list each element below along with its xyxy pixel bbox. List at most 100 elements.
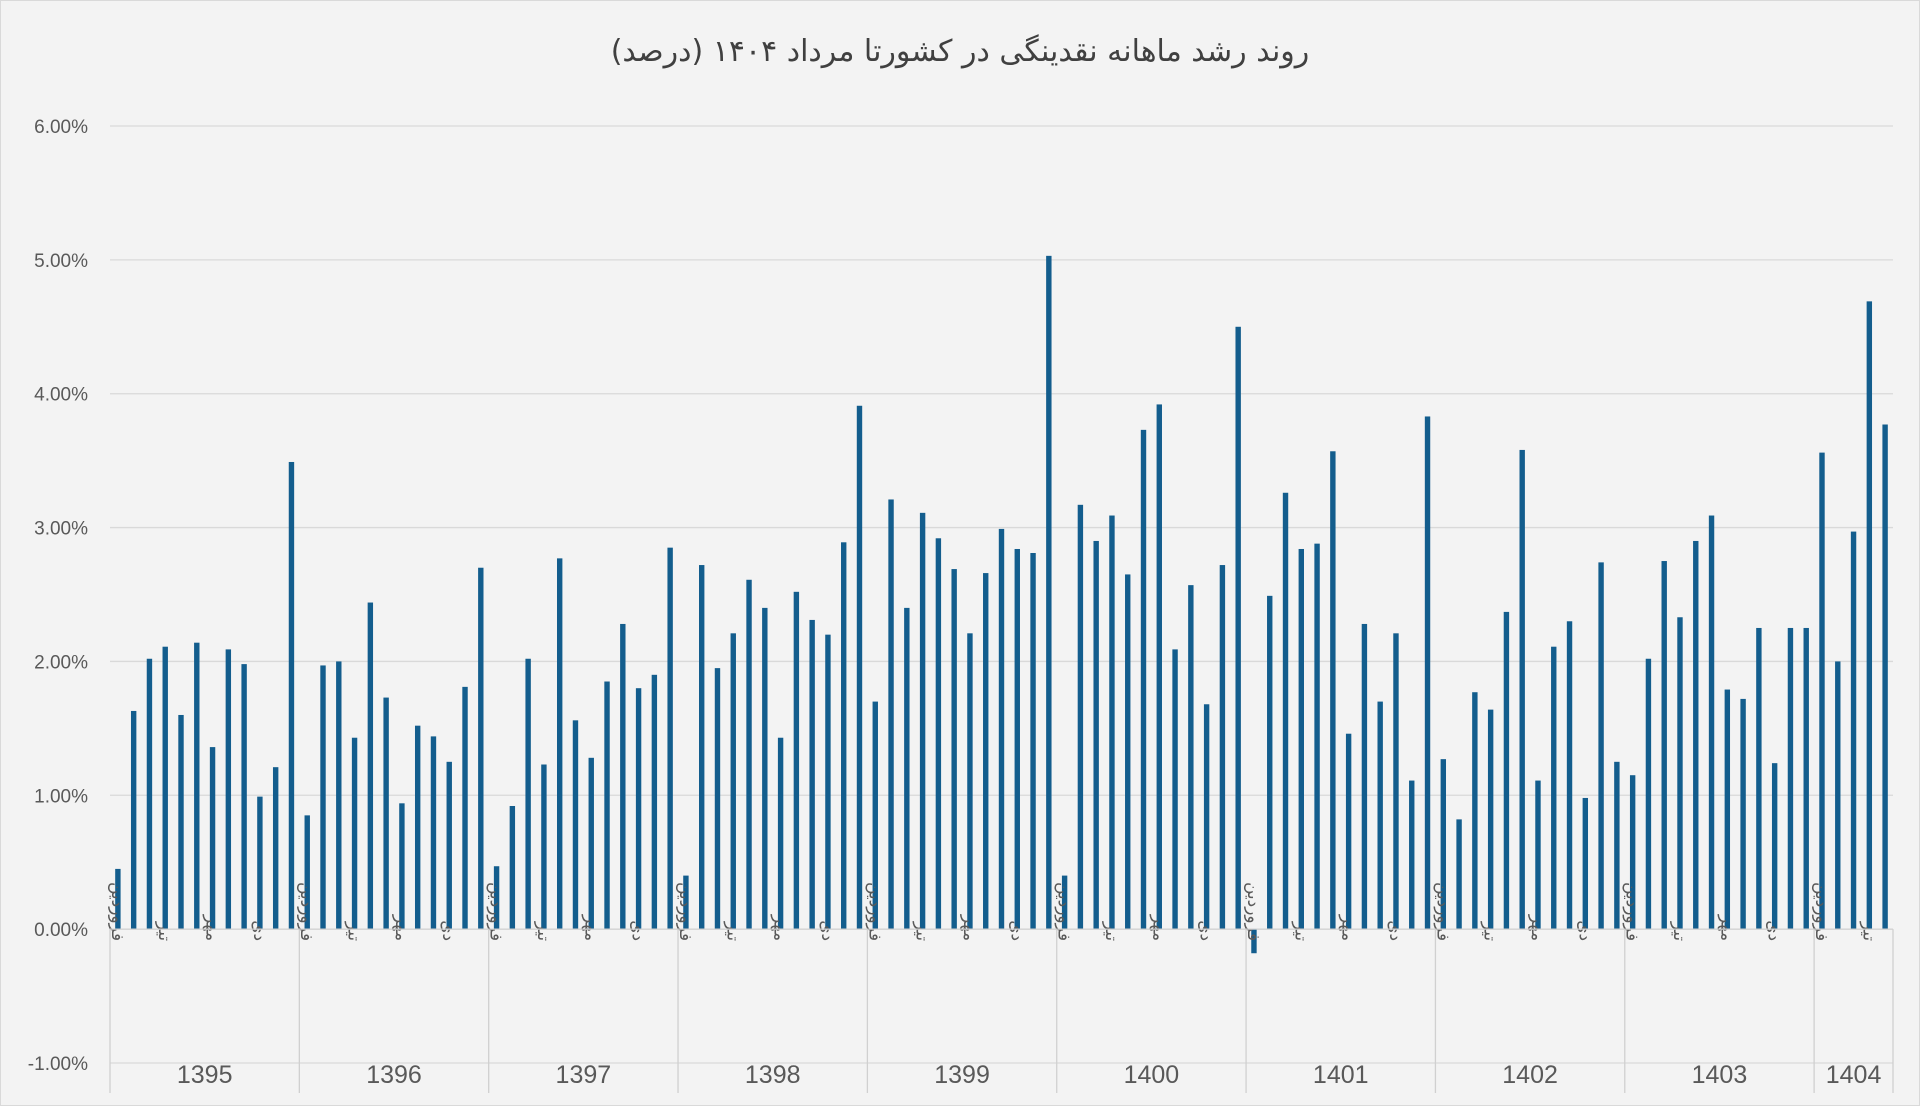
- month-tick-label: تیر: [344, 921, 364, 942]
- bar-1396-10: [446, 761, 452, 930]
- year-label: 1395: [177, 1061, 233, 1089]
- bar-1396-5: [367, 602, 374, 930]
- y-tick-label: 2.00%: [34, 652, 88, 673]
- bar-1396-2: [320, 665, 326, 930]
- bar-1398-10: [825, 634, 831, 930]
- bar-1403-5: [1693, 540, 1699, 930]
- month-tick-label: دی: [628, 920, 648, 941]
- month-tick-label: دی: [1764, 920, 1784, 941]
- month-tick-label: فروردین: [107, 882, 127, 941]
- bar-1403-6: [1708, 515, 1715, 930]
- bar-1400-7: [1156, 404, 1162, 930]
- y-tick-label: 3.00%: [34, 519, 88, 540]
- bar-1400-4: [1109, 515, 1115, 930]
- bar-1404-5: [1882, 424, 1888, 930]
- bar-1398-3: [714, 668, 721, 930]
- bar-1401-1: [1251, 929, 1257, 954]
- month-tick-label: دی: [438, 920, 458, 941]
- month-tick-label: فروردین: [1243, 882, 1263, 941]
- bar-1403-2: [1645, 658, 1652, 930]
- bar-1397-5: [556, 558, 563, 930]
- year-label: 1397: [556, 1061, 612, 1089]
- bar-1397-2: [509, 805, 516, 930]
- bar-1403-1: [1629, 775, 1636, 930]
- bar-1400-3: [1093, 540, 1099, 930]
- bar-1395-10: [257, 796, 263, 930]
- bar-1398-9: [809, 619, 815, 930]
- bar-1402-4: [1487, 709, 1494, 930]
- bar-1398-7: [777, 737, 784, 930]
- month-tick-label: دی: [1574, 920, 1594, 941]
- month-tick-label: مهر: [1148, 914, 1168, 941]
- bar-1399-12: [1046, 255, 1052, 930]
- bar-1398-12: [856, 405, 863, 930]
- month-tick-label: دی: [1006, 920, 1026, 941]
- bar-1399-6: [951, 569, 957, 930]
- bar-1395-6: [194, 642, 200, 930]
- bar-1401-10: [1393, 633, 1399, 930]
- month-tick-label: دی: [1196, 920, 1216, 941]
- month-tick-label: فروردین: [1811, 882, 1831, 941]
- y-tick-label: 6.00%: [34, 117, 88, 138]
- bar-1401-3: [1282, 492, 1289, 930]
- month-tick-label: دی: [1385, 920, 1405, 941]
- bar-1399-2: [888, 499, 894, 930]
- month-tick-label: فروردین: [296, 882, 316, 941]
- bar-1401-6: [1330, 451, 1336, 930]
- year-label: 1396: [366, 1061, 422, 1089]
- month-tick-label: مهر: [1527, 914, 1547, 941]
- y-tick-label: 5.00%: [34, 251, 88, 272]
- bar-1397-3: [525, 658, 531, 930]
- bar-1397-8: [604, 681, 610, 930]
- bar-1402-5: [1503, 611, 1510, 930]
- bar-1400-9: [1188, 585, 1194, 930]
- month-tick-label: تیر: [912, 921, 932, 942]
- bar-1401-12: [1424, 416, 1431, 930]
- bar-1398-2: [699, 565, 705, 930]
- bar-1395-8: [225, 649, 232, 930]
- bar-1402-9: [1566, 621, 1573, 930]
- bar-1403-11: [1787, 627, 1794, 930]
- bar-1401-4: [1298, 548, 1304, 930]
- bar-1397-10: [635, 688, 642, 930]
- month-tick-label: فروردین: [1054, 882, 1074, 941]
- month-tick-label: دی: [249, 920, 269, 941]
- year-label: 1399: [934, 1061, 990, 1089]
- month-tick-label: مهر: [202, 914, 222, 941]
- bar-1397-11: [651, 674, 658, 930]
- bar-1403-4: [1677, 617, 1683, 930]
- bar-1400-8: [1172, 649, 1178, 930]
- bar-1401-11: [1409, 780, 1415, 930]
- year-label: 1400: [1124, 1061, 1180, 1089]
- y-tick-label: 4.00%: [34, 385, 88, 406]
- bar-1396-12: [478, 567, 484, 930]
- y-tick-label: 1.00%: [34, 786, 88, 807]
- bar-1401-8: [1361, 623, 1368, 930]
- month-tick-label: مهر: [391, 914, 411, 941]
- bar-1404-3: [1850, 531, 1857, 930]
- bar-1403-12: [1803, 627, 1809, 930]
- bar-1399-4: [919, 512, 926, 930]
- bar-1402-11: [1598, 562, 1604, 930]
- bar-1403-7: [1724, 689, 1731, 930]
- bar-1395-4: [162, 646, 168, 930]
- bar-1396-4: [351, 737, 358, 930]
- year-label: 1401: [1313, 1061, 1369, 1089]
- month-tick-label: دی: [817, 920, 837, 941]
- bar-1402-2: [1456, 819, 1462, 930]
- bar-1403-8: [1740, 698, 1746, 930]
- bar-1402-10: [1582, 797, 1589, 930]
- month-tick-label: مهر: [580, 914, 600, 941]
- bar-1395-1: [115, 868, 121, 930]
- month-tick-label: فروردین: [1432, 882, 1452, 941]
- bar-1399-10: [1014, 548, 1020, 930]
- month-tick-label: فروردین: [1622, 882, 1642, 941]
- bar-1397-4: [541, 764, 547, 930]
- bar-1404-1: [1819, 452, 1825, 930]
- bar-1397-12: [667, 547, 673, 930]
- month-tick-label: فروردین: [864, 882, 884, 941]
- bar-1400-6: [1140, 429, 1147, 930]
- bar-1403-3: [1661, 561, 1667, 930]
- bar-1399-7: [967, 633, 973, 930]
